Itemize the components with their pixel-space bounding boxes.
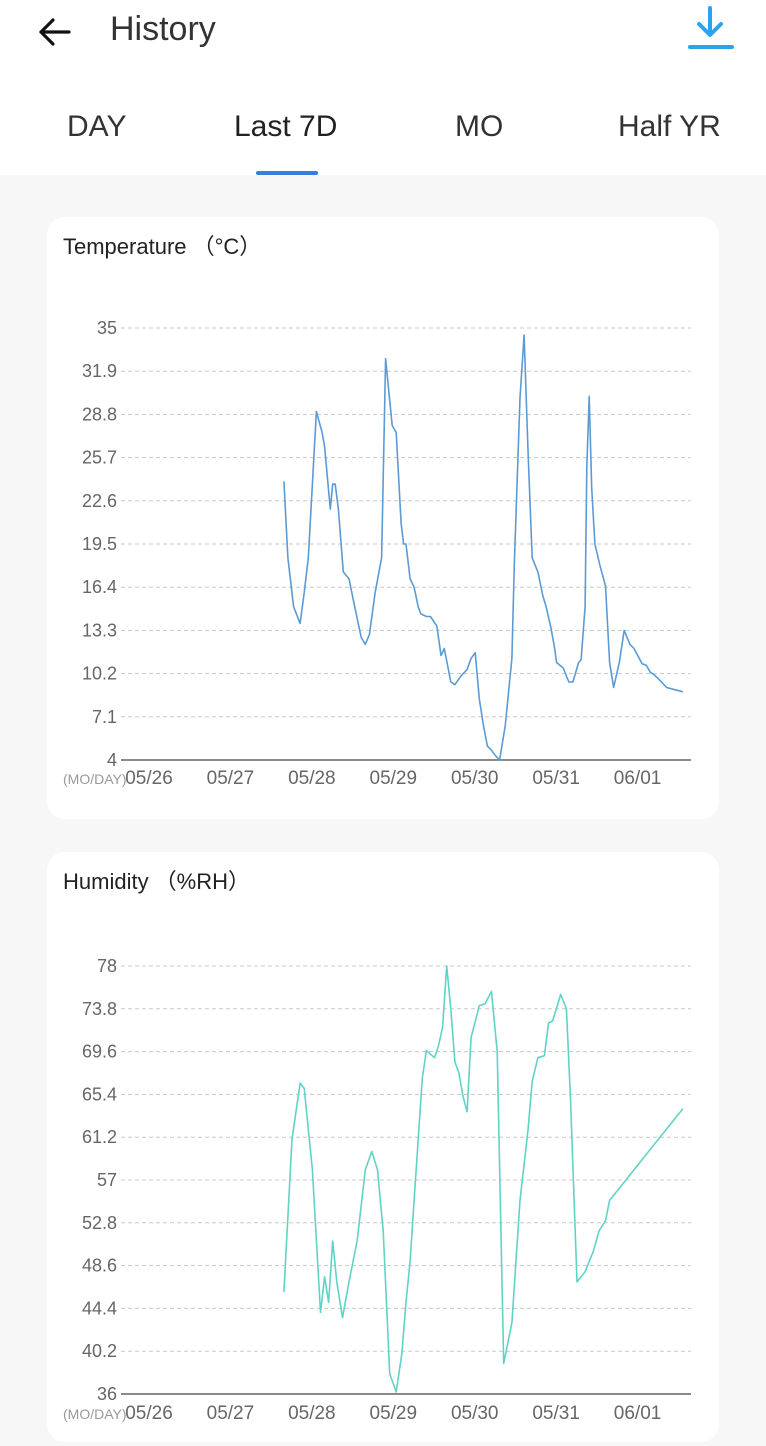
tab-half-year[interactable]: Half YR — [618, 110, 721, 143]
temperature-x-tick-label: 06/01 — [614, 768, 662, 789]
active-tab-indicator — [256, 171, 318, 175]
temperature-y-tick-label: 22.6 — [82, 491, 117, 511]
humidity-y-tick-label: 36 — [97, 1384, 117, 1404]
back-button[interactable] — [30, 8, 78, 56]
temperature-chart-card: Temperature （°C） 35 31.9 28.8 25.7 22.6 19.5 1… — [47, 217, 719, 819]
temperature-x-tick-label: 05/27 — [207, 768, 255, 789]
temperature-x-tick-label: 05/31 — [532, 768, 580, 789]
humidity-x-tick-label: 06/01 — [614, 1403, 662, 1424]
humidity-series-line — [283, 965, 684, 1393]
humidity-x-tick-label: 05/26 — [125, 1403, 173, 1424]
humidity-y-tick-label: 44.4 — [82, 1298, 117, 1318]
temperature-y-tick-label: 10.2 — [82, 664, 117, 684]
humidity-x-tick-label: 05/31 — [532, 1403, 580, 1424]
humidity-y-tick-label: 69.6 — [82, 1042, 117, 1062]
temperature-series-line — [283, 334, 684, 761]
temperature-y-tick-label: 4 — [107, 750, 117, 770]
humidity-y-tick-label: 78 — [97, 956, 117, 976]
tab-month[interactable]: MO — [455, 110, 504, 143]
humidity-x-unit-label: (MO/DAY) — [63, 1406, 127, 1422]
temperature-y-tick-label: 7.1 — [92, 707, 117, 727]
range-tabs: DAY Last 7D MO Half YR — [0, 110, 766, 175]
temperature-y-tick-label: 35 — [97, 318, 117, 338]
tab-last-7d[interactable]: Last 7D — [234, 110, 338, 143]
app-header: History DAY Last 7D MO Half YR — [0, 0, 766, 175]
temperature-y-tick-label: 25.7 — [82, 448, 117, 468]
humidity-y-tick-label: 73.8 — [82, 999, 117, 1019]
temperature-x-tick-label: 05/26 — [125, 768, 173, 789]
temperature-y-tick-label: 19.5 — [82, 534, 117, 554]
temperature-x-tick-label: 05/28 — [288, 768, 336, 789]
temperature-y-tick-label: 31.9 — [82, 361, 117, 381]
temperature-chart-title: Temperature （°C） — [63, 234, 262, 259]
temperature-y-tick-label: 16.4 — [82, 577, 117, 597]
tab-day[interactable]: DAY — [67, 110, 127, 143]
page-title: History — [110, 10, 216, 48]
humidity-y-tick-label: 61.2 — [82, 1127, 117, 1147]
humidity-x-tick-label: 05/27 — [207, 1403, 255, 1424]
humidity-x-tick-label: 05/29 — [370, 1403, 418, 1424]
temperature-chart: 35 31.9 28.8 25.7 22.6 19.5 16.4 13.3 10.2 7.1 4 05… — [63, 318, 691, 789]
humidity-y-tick-label: 65.4 — [82, 1084, 117, 1104]
humidity-y-tick-label: 48.6 — [82, 1256, 117, 1276]
humidity-y-tick-label: 40.2 — [82, 1341, 117, 1361]
humidity-chart-card: Humidity （%RH） 78 73.8 69.6 65.4 61.2 57 52.8 4… — [47, 852, 719, 1442]
temperature-x-tick-label: 05/30 — [451, 768, 499, 789]
humidity-y-tick-label: 57 — [97, 1170, 117, 1190]
arrow-left-icon — [39, 18, 71, 46]
humidity-y-tick-label: 52.8 — [82, 1213, 117, 1233]
humidity-x-tick-label: 05/28 — [288, 1403, 336, 1424]
humidity-x-tick-label: 05/30 — [451, 1403, 499, 1424]
download-icon — [688, 6, 734, 49]
humidity-chart-title: Humidity （%RH） — [63, 869, 251, 894]
download-button[interactable] — [686, 4, 736, 54]
temperature-y-tick-label: 13.3 — [82, 620, 117, 640]
humidity-chart: 78 73.8 69.6 65.4 61.2 57 52.8 48.6 44.4 40.2 36 05… — [63, 956, 691, 1424]
temperature-y-tick-label: 28.8 — [82, 404, 117, 424]
temperature-x-tick-label: 05/29 — [370, 768, 418, 789]
temperature-x-unit-label: (MO/DAY) — [63, 771, 127, 787]
